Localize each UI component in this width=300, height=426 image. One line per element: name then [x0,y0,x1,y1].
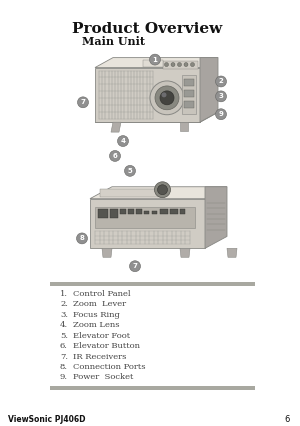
Circle shape [110,150,121,161]
Circle shape [171,63,175,66]
Text: 8: 8 [80,236,84,242]
FancyBboxPatch shape [120,209,126,213]
Text: Elevator Foot: Elevator Foot [73,332,130,340]
Polygon shape [180,122,188,131]
Polygon shape [90,199,205,248]
Text: Main Unit: Main Unit [82,36,145,47]
Polygon shape [95,68,200,122]
Text: 2: 2 [219,78,224,84]
Text: Connection Ports: Connection Ports [73,363,146,371]
Text: Product Overview: Product Overview [72,22,222,36]
Text: 4: 4 [121,138,125,144]
Text: Focus Ring: Focus Ring [73,311,120,319]
Text: 5: 5 [128,168,132,174]
Circle shape [215,76,226,87]
Circle shape [161,92,166,98]
Text: 1: 1 [153,57,158,63]
Text: 7.: 7. [60,353,68,361]
Text: Power  Socket: Power Socket [73,374,134,382]
Circle shape [150,81,184,115]
Text: 9: 9 [219,111,224,117]
FancyBboxPatch shape [110,209,118,218]
Polygon shape [200,58,218,122]
Circle shape [155,86,179,110]
FancyBboxPatch shape [50,386,255,390]
Polygon shape [205,187,227,248]
FancyBboxPatch shape [160,209,168,213]
Text: 3: 3 [219,93,224,99]
Text: 3.: 3. [60,311,68,319]
FancyBboxPatch shape [142,60,163,66]
Polygon shape [90,187,227,199]
Circle shape [124,165,136,176]
Circle shape [164,63,169,66]
FancyBboxPatch shape [50,282,255,286]
FancyBboxPatch shape [163,60,197,69]
Text: 9.: 9. [60,374,68,382]
FancyBboxPatch shape [136,209,142,213]
FancyBboxPatch shape [128,209,134,213]
Circle shape [149,54,161,65]
Circle shape [215,91,226,102]
Polygon shape [180,248,190,257]
FancyBboxPatch shape [184,80,194,86]
Text: 8.: 8. [60,363,68,371]
Text: 7: 7 [81,99,85,105]
Text: 6: 6 [112,153,117,159]
Circle shape [190,63,194,66]
FancyBboxPatch shape [95,207,195,228]
Circle shape [184,63,188,66]
Text: 7: 7 [133,263,137,269]
Circle shape [76,233,88,244]
FancyBboxPatch shape [170,209,178,213]
FancyBboxPatch shape [184,90,194,98]
Text: 5.: 5. [60,332,68,340]
FancyBboxPatch shape [100,189,160,197]
Polygon shape [227,248,237,257]
Text: 1.: 1. [60,290,68,298]
FancyBboxPatch shape [184,101,194,108]
Text: 4.: 4. [60,321,68,329]
Text: ViewSonic PJ406D: ViewSonic PJ406D [8,415,85,424]
Polygon shape [102,248,112,257]
Circle shape [215,109,226,120]
Text: IR Receivers: IR Receivers [73,353,126,361]
Circle shape [130,261,140,272]
Circle shape [77,97,88,108]
Circle shape [158,185,167,195]
FancyBboxPatch shape [144,210,149,213]
Circle shape [154,182,170,198]
Text: Zoom  Lever: Zoom Lever [73,300,126,308]
Text: Zoom Lens: Zoom Lens [73,321,119,329]
Circle shape [118,135,128,147]
FancyBboxPatch shape [98,209,108,218]
Text: 2.: 2. [60,300,68,308]
Polygon shape [95,58,218,68]
Text: Control Panel: Control Panel [73,290,130,298]
Circle shape [178,63,182,66]
Text: 6.: 6. [60,342,68,350]
Text: 6: 6 [285,415,290,424]
Circle shape [160,91,174,105]
Polygon shape [111,122,121,132]
Text: Elevator Button: Elevator Button [73,342,140,350]
FancyBboxPatch shape [152,210,157,213]
FancyBboxPatch shape [180,209,185,213]
FancyBboxPatch shape [182,75,196,114]
